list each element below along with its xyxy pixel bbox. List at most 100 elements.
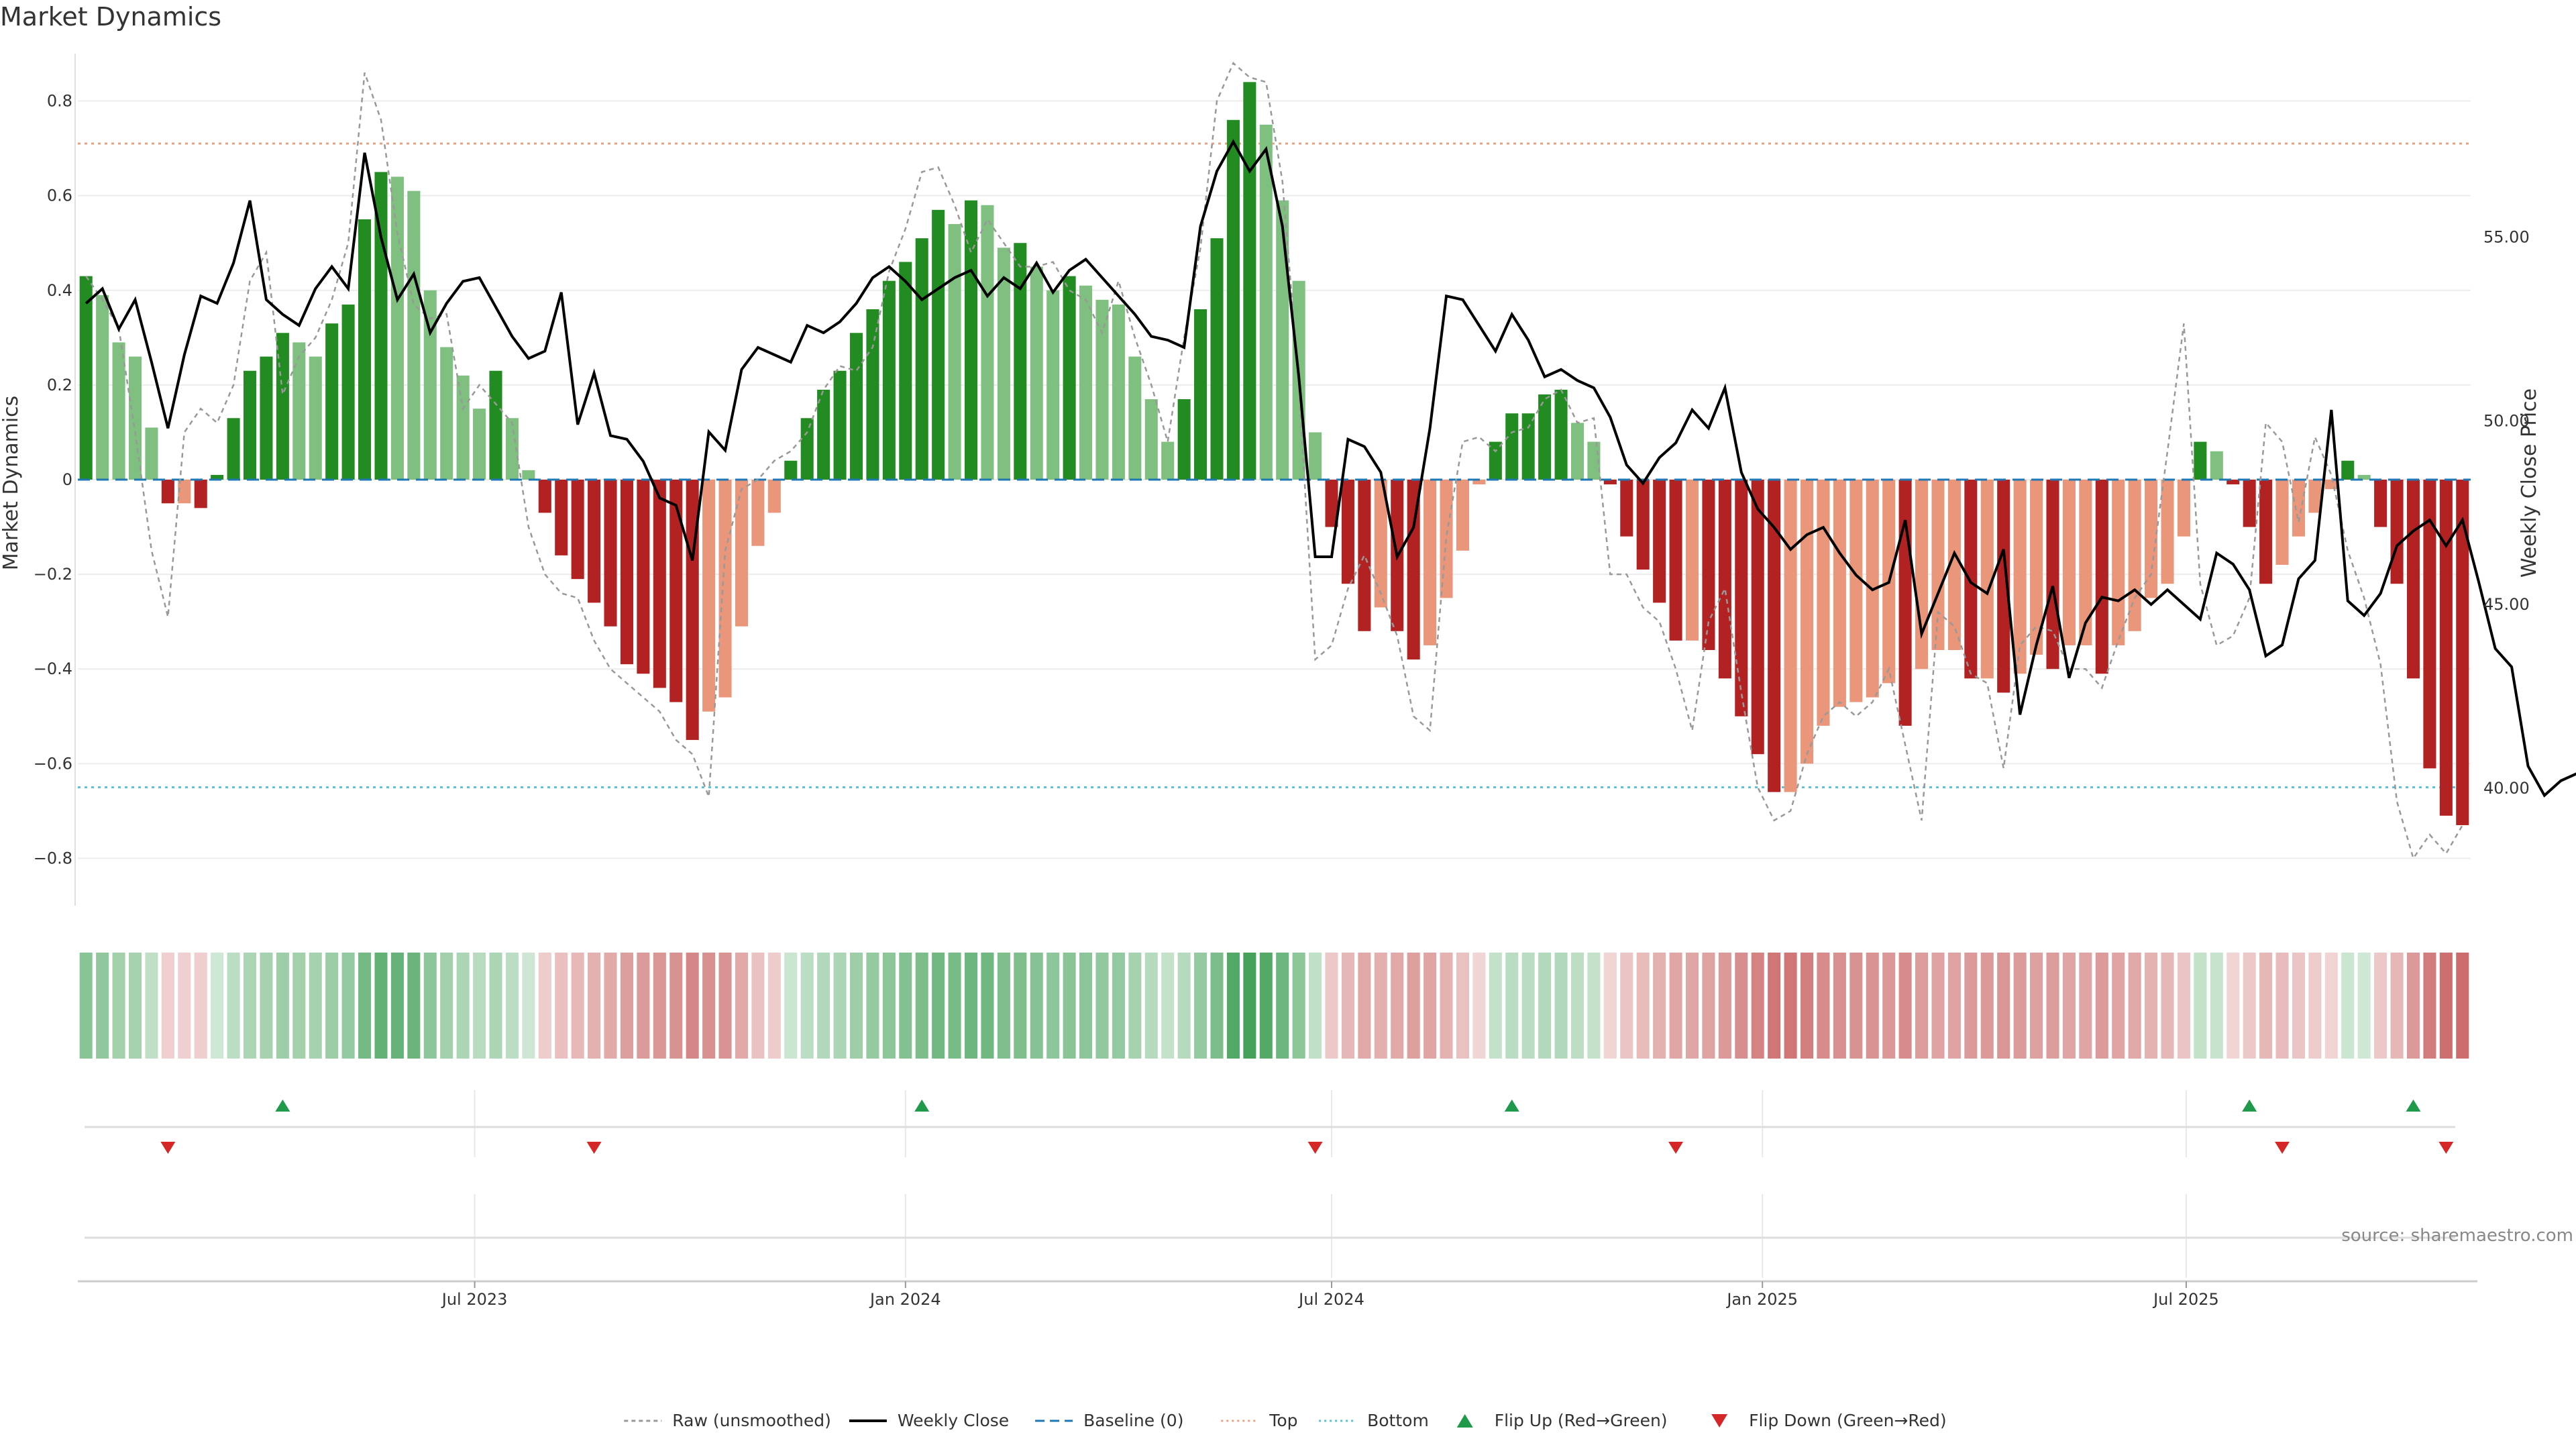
bar xyxy=(784,460,798,480)
heat-cell xyxy=(2046,953,2059,1059)
heat-cell xyxy=(1521,953,1535,1059)
bar xyxy=(1226,119,1240,480)
bar xyxy=(1849,480,1863,702)
bar xyxy=(489,370,502,480)
heat-cell xyxy=(2095,953,2108,1059)
bar xyxy=(2161,480,2174,584)
left-tick-label: 0.2 xyxy=(47,376,72,394)
legend-label: Raw (unsmoothed) xyxy=(672,1411,831,1430)
heat-cell xyxy=(2030,953,2043,1059)
heat-cell xyxy=(309,953,322,1059)
bar xyxy=(1014,243,1027,480)
bar xyxy=(800,418,814,480)
heat-cell xyxy=(2145,953,2158,1059)
heat-cell xyxy=(948,953,961,1059)
bar xyxy=(1456,480,1469,551)
bar xyxy=(718,480,732,698)
heat-cell xyxy=(1685,953,1699,1059)
heat-cell xyxy=(1030,953,1043,1059)
left-tick-label: −0.2 xyxy=(34,565,72,584)
legend-item: Raw (unsmoothed) xyxy=(624,1411,831,1430)
bar xyxy=(2062,480,2076,645)
bar xyxy=(538,480,551,513)
bar xyxy=(2324,480,2338,490)
heat-cell xyxy=(1112,953,1125,1059)
heat-cell xyxy=(1669,953,1682,1059)
flip-down-marker xyxy=(2438,1142,2454,1154)
heat-cell xyxy=(2423,953,2436,1059)
bar xyxy=(112,342,125,480)
bar xyxy=(1898,480,1912,726)
heat-cell xyxy=(686,953,699,1059)
heat-cell xyxy=(1603,953,1617,1059)
heat-cell xyxy=(2456,953,2469,1059)
heat-cell xyxy=(981,953,994,1059)
legend-label: Bottom xyxy=(1367,1411,1429,1430)
flip-up-marker xyxy=(1504,1099,1519,1112)
heat-cell xyxy=(1817,953,1830,1059)
left-tick-label: 0.8 xyxy=(47,92,72,111)
heat-cell xyxy=(1391,953,1404,1059)
heat-cell xyxy=(2275,953,2289,1059)
bar xyxy=(1079,285,1093,480)
bar xyxy=(866,309,879,480)
bar xyxy=(96,294,109,480)
bar xyxy=(1947,480,1961,650)
bar xyxy=(1784,480,1797,792)
bar xyxy=(1194,309,1208,480)
bar xyxy=(637,480,650,674)
heat-cell xyxy=(1210,953,1224,1059)
bar xyxy=(1653,480,1666,603)
left-tick-label: 0.6 xyxy=(47,186,72,205)
heat-cell xyxy=(882,953,896,1059)
bar xyxy=(244,370,257,480)
bar xyxy=(1472,480,1486,485)
heat-cell xyxy=(702,953,716,1059)
flip-up-marker xyxy=(2242,1099,2257,1112)
bar xyxy=(915,238,928,480)
bar xyxy=(2308,480,2322,513)
flip-down-marker xyxy=(1307,1142,1323,1154)
bar xyxy=(571,480,584,580)
legend-item: Flip Down (Green→Red) xyxy=(1711,1411,1947,1430)
heat-cell xyxy=(637,953,650,1059)
bar xyxy=(1505,413,1519,480)
bar xyxy=(1570,423,1585,480)
heat-cell xyxy=(1833,953,1846,1059)
bar xyxy=(1325,480,1338,527)
heat-cell xyxy=(1472,953,1486,1059)
x-tick-label: Jan 2024 xyxy=(869,1290,941,1309)
heat-cell xyxy=(1636,953,1650,1059)
heat-cell xyxy=(1177,953,1191,1059)
heat-cell xyxy=(866,953,879,1059)
bar xyxy=(211,474,224,480)
bar xyxy=(2079,480,2092,645)
left-axis: 0.8 0.6 0.4 0.2 0 −0.2 −0.4 −0.6 −0.8 xyxy=(34,92,72,868)
lines xyxy=(85,62,2576,861)
bar xyxy=(1095,299,1109,480)
bar xyxy=(1620,480,1633,537)
heat-cell xyxy=(1095,953,1109,1059)
heat-cell xyxy=(1915,953,1929,1059)
heat-cell xyxy=(1931,953,1945,1059)
bars xyxy=(78,82,2471,826)
heat-cell xyxy=(1882,953,1896,1059)
heat-cell xyxy=(767,953,781,1059)
bar xyxy=(473,409,486,480)
heat-cell xyxy=(571,953,584,1059)
heat-cell xyxy=(276,953,289,1059)
bar xyxy=(849,333,863,480)
bar xyxy=(932,209,945,480)
heat-cell xyxy=(1226,953,1240,1059)
bar xyxy=(1407,480,1420,660)
bar xyxy=(882,280,896,480)
heat-cell xyxy=(96,953,109,1059)
heat-cell xyxy=(1440,953,1453,1059)
bar xyxy=(2210,451,2223,480)
heat-cell xyxy=(1620,953,1633,1059)
bar xyxy=(1817,480,1830,726)
bar xyxy=(669,480,683,702)
heat-cell xyxy=(1570,953,1585,1059)
heat-cell xyxy=(1554,953,1568,1059)
heat-cell xyxy=(292,953,306,1059)
